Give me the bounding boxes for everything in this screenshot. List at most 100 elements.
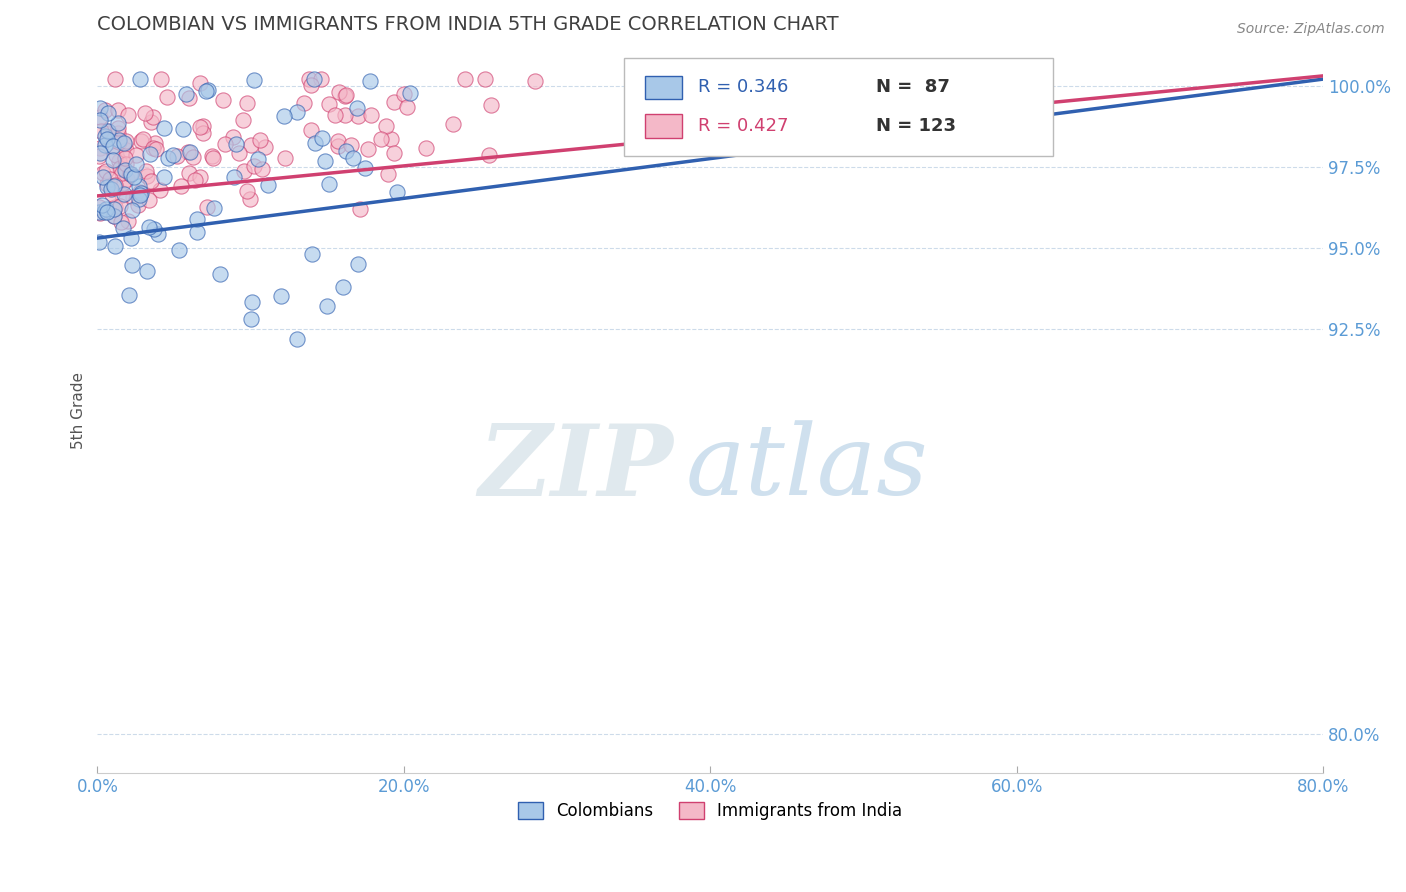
Point (201, 151, 224, 165)
Point (474, 72, 496, 87)
Point (191, 126, 214, 140)
Point (169, 244, 191, 258)
Point (335, 87, 357, 102)
Point (139, 115, 162, 129)
Point (145, 142, 167, 156)
Point (103, 209, 125, 223)
Point (128, 72, 150, 87)
Legend: Colombians, Immigrants from India: Colombians, Immigrants from India (512, 796, 908, 827)
Point (136, 264, 159, 278)
Point (377, 167, 399, 181)
Point (87, 200, 110, 214)
Point (340, 137, 363, 152)
Point (138, 193, 160, 207)
Point (125, 156, 148, 170)
Point (387, 186, 409, 200)
Point (107, 115, 129, 129)
Point (232, 112, 254, 127)
Point (114, 144, 136, 158)
Point (333, 108, 356, 122)
Point (477, 148, 499, 162)
Point (89, 113, 111, 128)
Point (395, 100, 418, 114)
Point (104, 147, 127, 161)
Point (162, 148, 184, 162)
Point (135, 164, 157, 178)
Point (96, 180, 118, 194)
Point (142, 110, 165, 124)
Point (197, 82, 219, 96)
Point (97, 124, 120, 138)
Point (326, 134, 349, 148)
Point (153, 121, 176, 136)
Point (375, 119, 398, 133)
Text: COLOMBIAN VS IMMIGRANTS FROM INDIA 5TH GRADE CORRELATION CHART: COLOMBIAN VS IMMIGRANTS FROM INDIA 5TH G… (97, 15, 839, 34)
Point (87, 235, 110, 249)
Point (90, 124, 112, 138)
Point (332, 279, 354, 293)
Point (96, 205, 118, 219)
Point (190, 169, 212, 184)
Point (121, 258, 143, 272)
Point (114, 151, 136, 165)
Point (103, 238, 125, 252)
Point (479, 98, 502, 112)
Point (252, 162, 274, 177)
Point (87, 149, 110, 163)
Text: R = 0.427: R = 0.427 (697, 117, 789, 135)
Text: R = 0.346: R = 0.346 (697, 78, 789, 96)
Point (354, 161, 377, 176)
Text: N =  87: N = 87 (876, 78, 949, 96)
Point (129, 135, 152, 149)
FancyBboxPatch shape (624, 58, 1053, 156)
Point (97, 106, 120, 120)
Point (311, 130, 333, 145)
Point (349, 202, 371, 216)
Point (89, 206, 111, 220)
Point (342, 151, 364, 165)
Point (100, 181, 122, 195)
Point (110, 199, 132, 213)
Point (125, 147, 148, 161)
Point (94, 164, 117, 178)
Point (118, 287, 141, 301)
Point (129, 188, 152, 202)
Point (328, 85, 350, 99)
Point (132, 132, 155, 146)
Point (240, 295, 263, 310)
Point (239, 312, 262, 326)
Point (239, 192, 262, 206)
Point (112, 221, 135, 235)
Point (117, 214, 139, 228)
Point (177, 145, 200, 159)
Point (91, 165, 114, 179)
Point (114, 136, 136, 150)
Point (139, 174, 162, 188)
Point (318, 97, 340, 112)
Point (142, 221, 165, 235)
Point (257, 178, 280, 192)
Point (96, 132, 118, 146)
Point (356, 142, 378, 156)
Point (249, 133, 271, 147)
Point (335, 144, 357, 158)
Point (228, 146, 250, 161)
Point (118, 167, 141, 181)
Point (441, 117, 464, 131)
Point (96, 177, 118, 191)
Point (298, 72, 321, 87)
Point (107, 120, 129, 135)
Point (107, 126, 129, 140)
Point (191, 119, 214, 133)
Point (274, 151, 297, 165)
Point (93, 205, 115, 219)
Point (103, 202, 125, 216)
Point (94, 202, 117, 216)
Point (108, 133, 131, 147)
Point (166, 149, 188, 163)
Point (360, 108, 382, 122)
Point (347, 257, 370, 271)
Point (91, 170, 114, 185)
Point (294, 96, 316, 111)
Point (112, 186, 135, 201)
